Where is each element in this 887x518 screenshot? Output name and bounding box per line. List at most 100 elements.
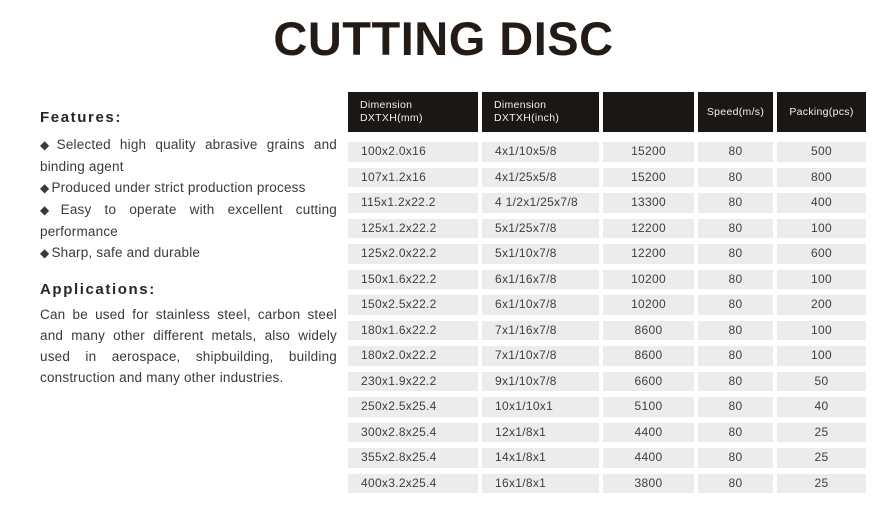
table-cell: 600 (777, 244, 866, 264)
table-cell: 25 (777, 422, 866, 442)
table-cell: 80 (698, 167, 773, 187)
feature-text: Selected high quality abrasive grains an… (40, 137, 338, 174)
table-cell: 150x2.5x22.2 (348, 295, 478, 315)
table-cell: 12x1/8x1 (482, 422, 599, 442)
table-cell: 80 (698, 473, 773, 493)
table-cell: 9x1/10x7/8 (482, 371, 599, 391)
table-cell: 200 (777, 295, 866, 315)
table-cell: 25 (777, 473, 866, 493)
feature-item: ◆ Sharp, safe and durable (40, 242, 337, 264)
table-cell: 50 (777, 371, 866, 391)
table-cell: 80 (698, 422, 773, 442)
column-header-line: Dimension (360, 99, 413, 111)
table-cell: 6600 (603, 371, 694, 391)
table-cell: 400 (777, 193, 866, 213)
table-row: 400x3.2x25.4 16x1/8x1 3800 80 25 (348, 473, 866, 493)
table-cell: 4x1/25x5/8 (482, 167, 599, 187)
table-cell: 8600 (603, 346, 694, 366)
column-header-line: Packing(pcs) (789, 105, 854, 118)
table-cell: 230x1.9x22.2 (348, 371, 478, 391)
table-cell: 15200 (603, 142, 694, 162)
table-cell: 25 (777, 448, 866, 468)
table-cell: 80 (698, 269, 773, 289)
table-cell: 10x1/10x1 (482, 397, 599, 417)
page-title: CUTTING DISC (273, 12, 614, 65)
applications-heading: Applications: (40, 281, 156, 298)
table-cell: 13300 (603, 193, 694, 213)
table-cell: 14x1/8x1 (482, 448, 599, 468)
features-list: ◆ Selected high quality abrasive grains a… (40, 134, 337, 264)
column-header-empty (603, 92, 694, 132)
table-cell: 180x1.6x22.2 (348, 320, 478, 340)
applications-text: Can be used for stainless steel, carbon … (40, 307, 337, 385)
diamond-bullet-icon: ◆ (40, 181, 50, 195)
diamond-bullet-icon: ◆ (40, 203, 59, 217)
table-row: 300x2.8x25.4 12x1/8x1 4400 80 25 (348, 422, 866, 442)
table-cell: 80 (698, 371, 773, 391)
table-row: 180x1.6x22.2 7x1/16x7/8 8600 80 100 (348, 320, 866, 340)
table-cell: 3800 (603, 473, 694, 493)
diamond-bullet-icon: ◆ (40, 246, 50, 260)
table-cell: 12200 (603, 218, 694, 238)
table-cell: 80 (698, 142, 773, 162)
table-row: 150x2.5x22.2 6x1/10x7/8 10200 80 200 (348, 295, 866, 315)
column-header-packing: Packing(pcs) (777, 92, 866, 132)
table-cell: 125x2.0x22.2 (348, 244, 478, 264)
column-header-dimension-mm: Dimension DXTXH(mm) (348, 92, 478, 132)
feature-item: ◆ Selected high quality abrasive grains a… (40, 134, 337, 177)
table-cell: 80 (698, 295, 773, 315)
table-row: 115x1.2x22.2 4 1/2x1/25x7/8 13300 80 400 (348, 193, 866, 213)
table-cell: 80 (698, 346, 773, 366)
table-cell: 6x1/10x7/8 (482, 295, 599, 315)
table-cell: 40 (777, 397, 866, 417)
column-header-dimension-inch: Dimension DXTXH(inch) (482, 92, 599, 132)
table-cell: 4400 (603, 422, 694, 442)
table-row: 230x1.9x22.2 9x1/10x7/8 6600 80 50 (348, 371, 866, 391)
table-cell: 10200 (603, 295, 694, 315)
table-cell: 800 (777, 167, 866, 187)
table-row: 150x1.6x22.2 6x1/16x7/8 10200 80 100 (348, 269, 866, 289)
table-cell: 80 (698, 320, 773, 340)
column-header-line: DXTXH(inch) (494, 112, 560, 124)
table-cell: 7x1/16x7/8 (482, 320, 599, 340)
table-cell: 500 (777, 142, 866, 162)
table-cell: 7x1/10x7/8 (482, 346, 599, 366)
table-cell: 10200 (603, 269, 694, 289)
table-cell: 100 (777, 269, 866, 289)
feature-item: ◆ Easy to operate with excellent cutting … (40, 199, 337, 242)
table-row: 125x2.0x22.2 5x1/10x7/8 12200 80 600 (348, 244, 866, 264)
table-row: 125x1.2x22.2 5x1/25x7/8 12200 80 100 (348, 218, 866, 238)
table-cell: 100x2.0x16 (348, 142, 478, 162)
diamond-bullet-icon: ◆ (40, 138, 55, 152)
table-row: 355x2.8x25.4 14x1/8x1 4400 80 25 (348, 448, 866, 468)
table-cell: 80 (698, 448, 773, 468)
table-cell: 100 (777, 320, 866, 340)
table-cell: 150x1.6x22.2 (348, 269, 478, 289)
table-cell: 80 (698, 244, 773, 264)
spec-table-body: 100x2.0x16 4x1/10x5/8 15200 80 500 107x1.2x16… (348, 142, 866, 493)
table-cell: 355x2.8x25.4 (348, 448, 478, 468)
table-cell: 4400 (603, 448, 694, 468)
table-cell: 15200 (603, 167, 694, 187)
spec-table-header: Dimension DXTXH(mm) Dimension DXTXH(inch… (348, 92, 866, 132)
feature-text: Easy to operate with excellent cutting p… (40, 202, 337, 239)
spec-table: Dimension DXTXH(mm) Dimension DXTXH(inch… (348, 92, 866, 499)
table-cell: 12200 (603, 244, 694, 264)
table-cell: 115x1.2x22.2 (348, 193, 478, 213)
table-cell: 4 1/2x1/25x7/8 (482, 193, 599, 213)
table-row: 250x2.5x25.4 10x1/10x1 5100 80 40 (348, 397, 866, 417)
table-cell: 80 (698, 397, 773, 417)
feature-text: Sharp, safe and durable (51, 245, 201, 260)
table-cell: 5x1/25x7/8 (482, 218, 599, 238)
table-cell: 8600 (603, 320, 694, 340)
table-cell: 16x1/8x1 (482, 473, 599, 493)
table-row: 100x2.0x16 4x1/10x5/8 15200 80 500 (348, 142, 866, 162)
table-cell: 100 (777, 346, 866, 366)
column-header-line: Dimension (494, 99, 547, 111)
table-cell: 80 (698, 218, 773, 238)
feature-item: ◆ Produced under strict production proces… (40, 177, 337, 199)
table-cell: 300x2.8x25.4 (348, 422, 478, 442)
table-cell: 5100 (603, 397, 694, 417)
table-cell: 400x3.2x25.4 (348, 473, 478, 493)
